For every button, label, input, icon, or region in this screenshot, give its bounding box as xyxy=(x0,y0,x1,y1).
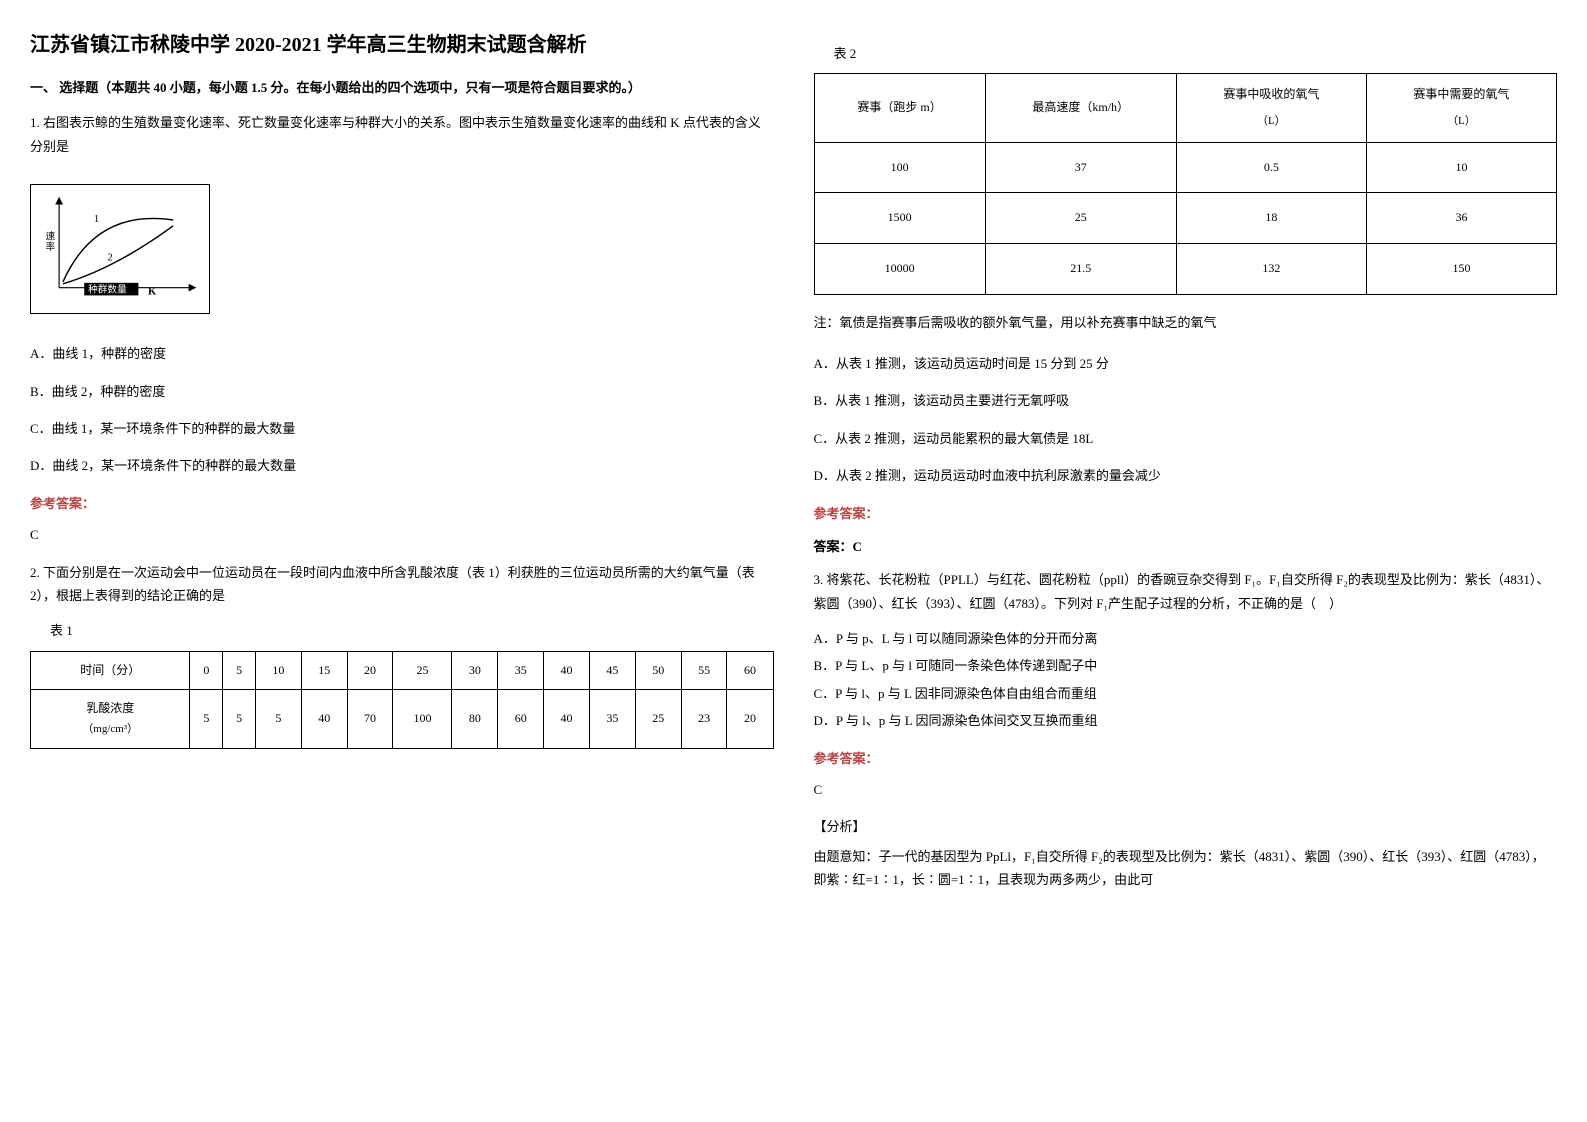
q1-text: 1. 右图表示鲸的生殖数量变化速率、死亡数量变化速率与种群大小的关系。图中表示生… xyxy=(30,111,774,158)
q2-option-c: C．从表 2 推测，运动员能累积的最大氧债是 18L xyxy=(814,427,1558,450)
t1-val-6: 80 xyxy=(452,690,498,748)
q2-option-d: D．从表 2 推测，运动员运动时血液中抗利尿激素的量会减少 xyxy=(814,464,1558,487)
table2-row-1: 1500 25 18 36 xyxy=(814,193,1557,244)
t2-h3: 赛事中吸收的氧气 （L） xyxy=(1176,74,1366,142)
table2-row-2: 10000 21.5 132 150 xyxy=(814,243,1557,294)
q1-option-d: D．曲线 2，某一环境条件下的种群的最大数量 xyxy=(30,454,774,477)
table1-caption: 表 1 xyxy=(50,619,774,642)
q3-analysis-text: 由题意知：子一代的基因型为 PpLl，F₁自交所得 F₂的表现型及比例为：紫长（… xyxy=(814,845,1558,892)
t1-val-8: 40 xyxy=(544,690,590,748)
t2-r1-c1: 25 xyxy=(985,193,1176,244)
fig-label-2: 2 xyxy=(107,253,112,264)
table2-caption: 表 2 xyxy=(834,42,1558,65)
t2-r0-c2: 0.5 xyxy=(1176,142,1366,193)
q3-analysis-label: 【分析】 xyxy=(814,815,1558,838)
t2-h4: 赛事中需要的氧气 （L） xyxy=(1366,74,1556,142)
t1-time-1: 5 xyxy=(223,651,256,690)
t1-time-6: 30 xyxy=(452,651,498,690)
table2-row-0: 100 37 0.5 10 xyxy=(814,142,1557,193)
t1-time-3: 15 xyxy=(301,651,347,690)
t2-r2-c1: 21.5 xyxy=(985,243,1176,294)
t1-time-label: 时间（分） xyxy=(31,651,190,690)
t1-val-10: 25 xyxy=(635,690,681,748)
t2-r1-c3: 36 xyxy=(1366,193,1556,244)
t1-val-0: 5 xyxy=(190,690,223,748)
t1-time-9: 45 xyxy=(589,651,635,690)
t1-val-3: 40 xyxy=(301,690,347,748)
fig-axis-x: 种群数量 xyxy=(88,284,127,296)
t1-conc-label: 乳酸浓度 （mg/cm³） xyxy=(31,690,190,748)
q3-answer-label: 参考答案： xyxy=(814,747,1558,770)
t1-time-12: 60 xyxy=(727,651,773,690)
t2-r2-c3: 150 xyxy=(1366,243,1556,294)
q1-option-b: B．曲线 2，种群的密度 xyxy=(30,380,774,403)
t1-val-11: 23 xyxy=(681,690,727,748)
t1-time-8: 40 xyxy=(544,651,590,690)
t1-val-12: 20 xyxy=(727,690,773,748)
t1-val-1: 5 xyxy=(223,690,256,748)
q3-option-d: D．P 与 l、p 与 L 因同源染色体间交叉互换而重组 xyxy=(814,709,1558,732)
t2-r2-c2: 132 xyxy=(1176,243,1366,294)
t1-conc-label-l2: （mg/cm³） xyxy=(37,720,183,740)
t1-val-4: 70 xyxy=(347,690,393,748)
t1-val-7: 60 xyxy=(498,690,544,748)
q2-option-b: B．从表 1 推测，该运动员主要进行无氧呼吸 xyxy=(814,389,1558,412)
t1-time-7: 35 xyxy=(498,651,544,690)
fig-label-k: K xyxy=(148,287,157,298)
fig-label-1: 1 xyxy=(94,214,99,225)
q1-option-c: C．曲线 1，某一环境条件下的种群的最大数量 xyxy=(30,417,774,440)
t1-val-2: 5 xyxy=(255,690,301,748)
t2-r2-c0: 10000 xyxy=(814,243,985,294)
q1-figure: 1 2 速率 种群数量 K xyxy=(30,184,210,314)
t2-r0-c1: 37 xyxy=(985,142,1176,193)
q3-text: 3. 将紫花、长花粉粒（PPLL）与红花、圆花粉粒（ppll）的香豌豆杂交得到 … xyxy=(814,568,1558,615)
t1-time-5: 25 xyxy=(393,651,452,690)
section-heading: 一、 选择题（本题共 40 小题，每小题 1.5 分。在每小题给出的四个选项中，… xyxy=(30,76,774,99)
q3-option-b: B．P 与 L、p 与 l 可随同一条染色体传递到配子中 xyxy=(814,654,1558,677)
t1-time-11: 55 xyxy=(681,651,727,690)
q1-option-a: A．曲线 1，种群的密度 xyxy=(30,342,774,365)
t2-h4-unit: （L） xyxy=(1377,112,1546,132)
table1-row-values: 乳酸浓度 （mg/cm³） 5 5 5 40 70 100 80 60 40 3… xyxy=(31,690,774,748)
q3-option-c: C．P 与 l、p 与 L 因非同源染色体自由组合而重组 xyxy=(814,682,1558,705)
t1-conc-label-l1: 乳酸浓度 xyxy=(37,698,183,720)
q1-answer-label: 参考答案： xyxy=(30,492,774,515)
page-title: 江苏省镇江市秫陵中学 2020-2021 学年高三生物期末试题含解析 xyxy=(30,30,774,60)
t2-r1-c0: 1500 xyxy=(814,193,985,244)
t1-time-4: 20 xyxy=(347,651,393,690)
q3-answer: C xyxy=(814,778,1558,801)
t2-r1-c2: 18 xyxy=(1176,193,1366,244)
t2-r0-c3: 10 xyxy=(1366,142,1556,193)
table2-header: 赛事（跑步 m） 最高速度（km/h） 赛事中吸收的氧气 （L） 赛事中需要的氧… xyxy=(814,74,1557,142)
table1-row-header: 时间（分） 0 5 10 15 20 25 30 35 40 45 50 55 … xyxy=(31,651,774,690)
t1-time-10: 50 xyxy=(635,651,681,690)
fig-axis-y: 速率 xyxy=(46,232,56,254)
q1-answer: C xyxy=(30,523,774,546)
t1-val-5: 100 xyxy=(393,690,452,748)
t1-val-9: 35 xyxy=(589,690,635,748)
t1-time-2: 10 xyxy=(255,651,301,690)
t2-h1: 赛事（跑步 m） xyxy=(814,74,985,142)
t2-h3-text: 赛事中吸收的氧气 xyxy=(1187,84,1356,106)
q2-answer-label: 参考答案： xyxy=(814,502,1558,525)
q2-note: 注：氧债是指赛事后需吸收的额外氧气量，用以补充赛事中缺乏的氧气 xyxy=(814,311,1558,334)
t2-h3-unit: （L） xyxy=(1187,112,1356,132)
t2-h4-text: 赛事中需要的氧气 xyxy=(1377,84,1546,106)
table1: 时间（分） 0 5 10 15 20 25 30 35 40 45 50 55 … xyxy=(30,651,774,749)
t2-h2: 最高速度（km/h） xyxy=(985,74,1176,142)
q2-answer: 答案：C xyxy=(814,535,1558,558)
t1-time-0: 0 xyxy=(190,651,223,690)
q2-option-a: A．从表 1 推测，该运动员运动时间是 15 分到 25 分 xyxy=(814,352,1558,375)
q3-option-a: A．P 与 p、L 与 l 可以随同源染色体的分开而分离 xyxy=(814,627,1558,650)
q2-text: 2. 下面分别是在一次运动会中一位运动员在一段时间内血液中所含乳酸浓度（表 1）… xyxy=(30,561,774,608)
table2: 赛事（跑步 m） 最高速度（km/h） 赛事中吸收的氧气 （L） 赛事中需要的氧… xyxy=(814,73,1558,294)
t2-r0-c0: 100 xyxy=(814,142,985,193)
